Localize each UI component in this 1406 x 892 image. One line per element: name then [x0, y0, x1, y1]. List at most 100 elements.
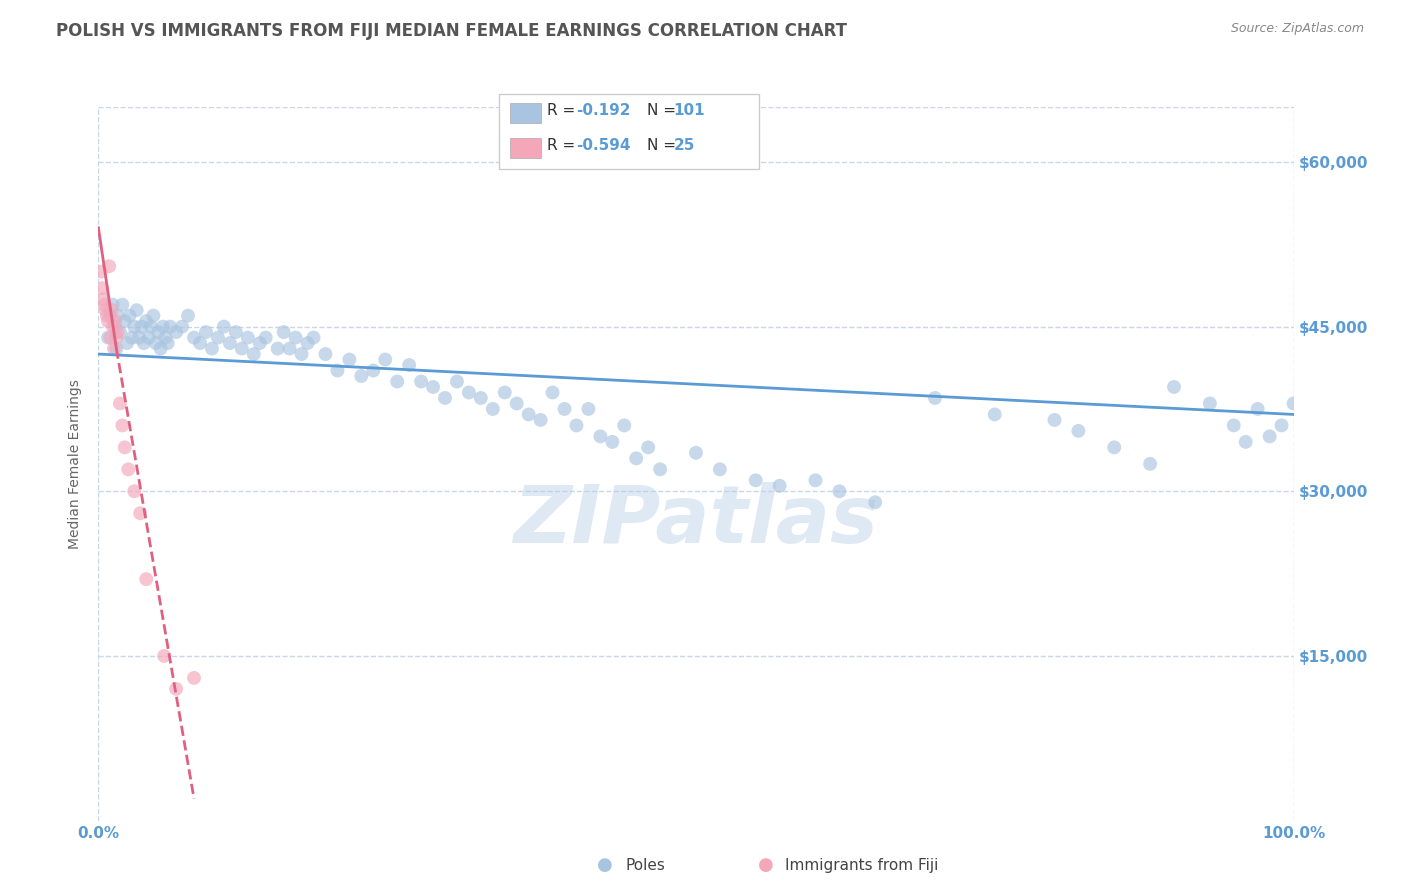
Point: [124, 484, 146, 499]
Point: [422, 380, 444, 394]
Point: [131, 319, 153, 334]
Text: 25: 25: [673, 138, 695, 153]
Point: [768, 479, 790, 493]
Point: [326, 363, 349, 377]
Point: [145, 336, 167, 351]
Point: [1234, 434, 1257, 449]
Point: [93, 298, 115, 312]
Point: [517, 408, 540, 422]
Text: Source: ZipAtlas.com: Source: ZipAtlas.com: [1230, 22, 1364, 36]
Point: [685, 446, 707, 460]
Point: [1271, 418, 1294, 433]
Point: [212, 319, 235, 334]
Point: [626, 451, 648, 466]
Point: [804, 473, 827, 487]
Point: [98, 309, 122, 323]
Point: [565, 418, 588, 433]
Point: [284, 330, 307, 344]
Point: [177, 309, 200, 323]
Point: [97, 314, 120, 328]
Point: [91, 292, 114, 306]
Point: [231, 342, 253, 356]
Point: [153, 648, 176, 663]
Point: [254, 330, 277, 344]
Point: [924, 391, 946, 405]
Point: [138, 330, 160, 344]
Point: [1258, 429, 1281, 443]
Point: [128, 330, 150, 344]
Point: [398, 358, 420, 372]
Text: Poles: Poles: [626, 858, 665, 872]
Point: [104, 319, 127, 334]
Point: [121, 330, 143, 344]
Point: [225, 325, 247, 339]
Point: [135, 572, 157, 586]
Point: [1163, 380, 1185, 394]
Point: [207, 330, 229, 344]
Point: [1282, 396, 1305, 410]
Point: [1139, 457, 1161, 471]
Point: [267, 342, 290, 356]
Point: [194, 325, 218, 339]
Point: [648, 462, 672, 476]
Point: [105, 330, 128, 344]
Point: [183, 671, 205, 685]
Point: [1043, 413, 1066, 427]
Text: ZIPatlas: ZIPatlas: [513, 482, 879, 560]
Point: [165, 681, 187, 696]
Point: [111, 298, 134, 312]
Text: R =: R =: [547, 103, 581, 119]
Text: Immigrants from Fiji: Immigrants from Fiji: [785, 858, 938, 872]
Point: [243, 347, 266, 361]
Point: [1102, 441, 1125, 455]
Point: [152, 319, 174, 334]
Point: [98, 259, 121, 273]
Point: [90, 265, 112, 279]
Point: [541, 385, 564, 400]
Point: [446, 375, 468, 389]
Point: [100, 303, 122, 318]
Point: [118, 309, 141, 323]
Point: [1246, 401, 1268, 416]
Point: [363, 363, 385, 377]
Point: [101, 319, 124, 334]
Y-axis label: Median Female Earnings: Median Female Earnings: [69, 379, 83, 549]
Text: ●: ●: [596, 856, 613, 874]
Point: [188, 336, 211, 351]
Point: [107, 325, 129, 339]
Point: [156, 336, 179, 351]
Point: [155, 330, 177, 344]
Point: [494, 385, 516, 400]
Text: -0.594: -0.594: [576, 138, 631, 153]
Point: [91, 281, 114, 295]
Point: [101, 298, 124, 312]
Point: [481, 401, 505, 416]
Point: [984, 408, 1007, 422]
Point: [97, 330, 120, 344]
Point: [98, 330, 122, 344]
Point: [637, 441, 659, 455]
Point: [1067, 424, 1090, 438]
Point: [104, 314, 127, 328]
Point: [506, 396, 529, 410]
Point: [315, 347, 337, 361]
Text: ●: ●: [758, 856, 775, 874]
Point: [135, 314, 157, 328]
Point: [411, 375, 433, 389]
Point: [470, 391, 492, 405]
Point: [278, 342, 301, 356]
Point: [108, 396, 131, 410]
Point: [139, 319, 162, 334]
Point: [1222, 418, 1246, 433]
Point: [165, 325, 187, 339]
Point: [129, 506, 152, 520]
Point: [863, 495, 887, 509]
Text: 101: 101: [673, 103, 704, 119]
Point: [183, 330, 205, 344]
Point: [142, 309, 165, 323]
Point: [108, 325, 131, 339]
Text: N =: N =: [647, 138, 681, 153]
Point: [1198, 396, 1220, 410]
Point: [385, 375, 409, 389]
Point: [589, 429, 612, 443]
